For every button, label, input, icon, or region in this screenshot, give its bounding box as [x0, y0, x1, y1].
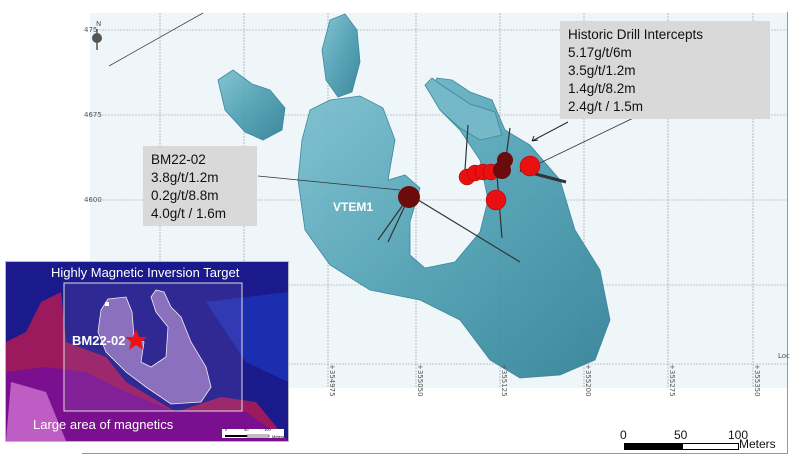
- callout-line: 1.4g/t/8.2m: [568, 81, 636, 96]
- magnetic-body: [217, 13, 611, 379]
- x-tick: +355200: [584, 364, 592, 397]
- intercepts-dark: [398, 152, 513, 208]
- north-label: N: [96, 20, 102, 28]
- x-tick: +355350: [753, 364, 761, 397]
- arrow-icon: [531, 121, 569, 142]
- vtem1-label: VTEM1: [333, 200, 373, 214]
- scale-label: 0: [620, 428, 627, 442]
- callout-line: 3.8g/t/1.2m: [151, 170, 219, 185]
- callout-line: 2.4g/t / 1.5m: [568, 99, 644, 114]
- callout-line: 0.2g/t/8.8m: [151, 188, 219, 203]
- scale-label: 50: [674, 428, 688, 442]
- y-tick: 4675: [84, 111, 102, 119]
- inset-scale-label: 50: [244, 427, 249, 432]
- inset-hole-label: BM22-02: [72, 333, 126, 348]
- historic-intercepts-callout: Historic Drill Intercepts 5.17g/t/6m 3.5…: [560, 21, 770, 119]
- survey-line: [108, 12, 204, 67]
- inset-scale-label: 100: [264, 427, 271, 432]
- inset-scale-unit: Meters: [272, 434, 285, 439]
- x-tick: +355050: [416, 364, 424, 397]
- callout-title: BM22-02: [151, 152, 206, 167]
- callout-title: Historic Drill Intercepts: [568, 27, 704, 42]
- callout-line: 5.17g/t/6m: [568, 45, 632, 60]
- magnetic-inset-map: Highly Magnetic Inversion Target BM22-02…: [5, 261, 289, 442]
- inset-title: Highly Magnetic Inversion Target: [51, 265, 240, 280]
- scale-bar: 0 50 100 Meters: [612, 428, 782, 454]
- y-tick: 4600: [84, 196, 102, 204]
- inset-scale-label: 0: [225, 427, 228, 432]
- legend-partial: Loc: [778, 352, 790, 360]
- north-arrow-icon: [92, 29, 102, 50]
- x-tick: +355275: [668, 364, 676, 397]
- x-tick: +355125: [500, 364, 508, 397]
- bm22-02-callout: BM22-02 3.8g/t/1.2m 0.2g/t/8.8m 4.0g/t /…: [143, 146, 257, 226]
- x-tick: +354975: [328, 364, 336, 397]
- inset-caption: Large area of magnetics: [33, 417, 174, 432]
- y-tick: 475: [84, 26, 98, 34]
- scale-unit: Meters: [739, 437, 776, 451]
- scale-label: 100: [728, 428, 749, 442]
- inset-canvas: [6, 262, 288, 441]
- callout-line: 4.0g/t / 1.6m: [151, 206, 227, 221]
- star-icon: [125, 329, 147, 350]
- callout-line: 3.5g/t/1.2m: [568, 63, 636, 78]
